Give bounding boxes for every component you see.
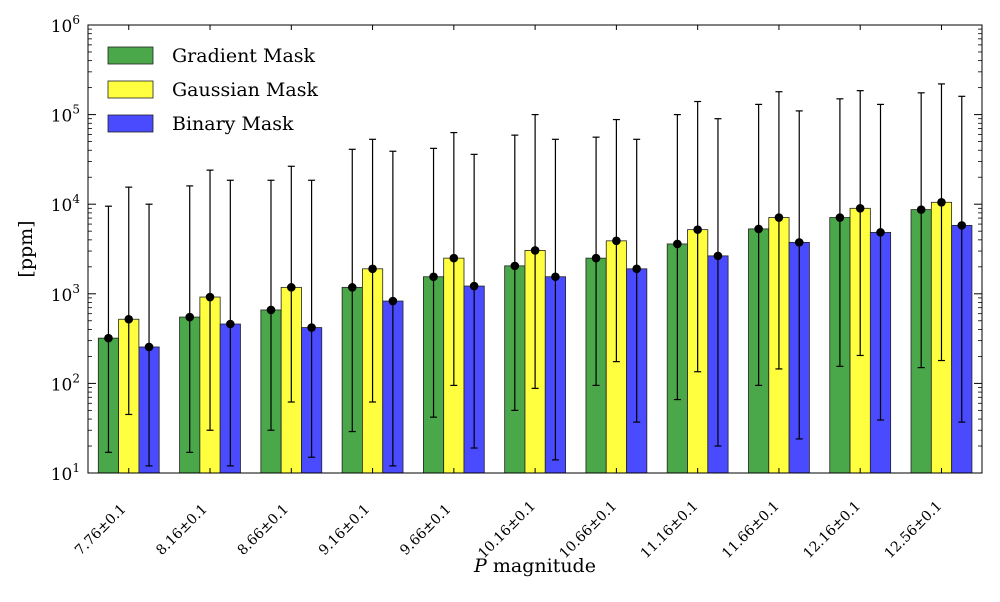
point-3-7 [632,264,641,274]
x-tick-labels: 7.76±0.1 8.16±0.1 8.66±0.1 9.16±0.1 9.66±0.1… [72,498,945,562]
legend-swatch-1 [107,46,154,65]
point-2-8 [693,225,702,234]
point-2-10 [855,203,865,213]
y-axis-label: [ppm] [15,220,37,277]
x-tick-label-3: 8.66±0.1 [235,501,292,558]
legend-swatch-3 [107,114,154,133]
point-2-5 [449,253,459,263]
x-tick-label-2: 8.16±0.1 [153,501,210,558]
y-tick-label-6: 106 [51,13,80,37]
point-1-4 [347,283,357,292]
point-3-8 [713,251,723,261]
point-3-6 [551,272,560,282]
legend-swatch-2 [107,80,154,99]
x-axis-label-variable: P [473,555,488,577]
point-1-7 [591,253,601,263]
x-axis-label: P magnitude [473,555,596,577]
x-tick-label-5: 9.66±0.1 [397,501,454,558]
legend-label-3: Binary Mask [172,113,294,135]
x-tick-label-4: 9.16±0.1 [316,501,373,558]
point-1-10 [835,213,845,222]
x-tick-label-7: 10.66±0.1 [557,498,621,562]
points-layer [104,198,967,352]
point-1-5 [429,272,438,282]
x-tick-label-10: 12.16±0.1 [800,498,864,562]
y-tick-labels: 101 102 103 104 105 106 [51,13,81,485]
point-1-9 [754,224,763,234]
point-3-2 [226,319,235,329]
point-3-9 [794,238,804,247]
legend-label-2: Gaussian Mask [172,79,318,101]
y-tick-label-3: 103 [51,282,80,306]
point-3-3 [307,323,316,332]
legend-label-1: Gradient Mask [172,45,316,67]
y-tick-label-2: 102 [51,371,80,395]
point-2-4 [368,264,377,274]
point-3-10 [876,228,885,237]
y-tick-label-5: 105 [51,103,80,127]
x-tick-label-9: 11.66±0.1 [719,498,783,562]
point-2-1 [124,314,134,324]
point-2-3 [286,283,296,292]
legend: Gradient Mask Gaussian Mask Binary Mask [107,45,318,135]
point-3-11 [957,221,967,230]
point-2-6 [530,246,540,255]
point-2-7 [612,236,621,246]
point-1-2 [185,312,195,322]
point-3-5 [469,281,479,291]
point-1-3 [266,305,276,315]
point-1-6 [510,261,520,271]
x-axis-label-rest: magnitude [487,555,596,577]
point-2-9 [774,213,784,222]
point-1-11 [916,205,926,214]
point-1-1 [104,333,113,343]
point-2-2 [205,292,215,302]
x-tick-label-11: 12.56±0.1 [882,498,946,562]
x-tick-label-6: 10.16±0.1 [475,498,539,562]
y-tick-label-1: 101 [51,461,80,485]
y-tick-label-4: 104 [51,192,81,216]
point-2-11 [937,198,946,207]
axis-ticks [88,24,982,474]
x-tick-label-1: 7.76±0.1 [72,501,129,558]
point-1-8 [673,239,682,249]
x-tick-label-8: 11.16±0.1 [638,498,702,562]
point-3-4 [388,296,398,306]
point-3-1 [144,342,154,352]
